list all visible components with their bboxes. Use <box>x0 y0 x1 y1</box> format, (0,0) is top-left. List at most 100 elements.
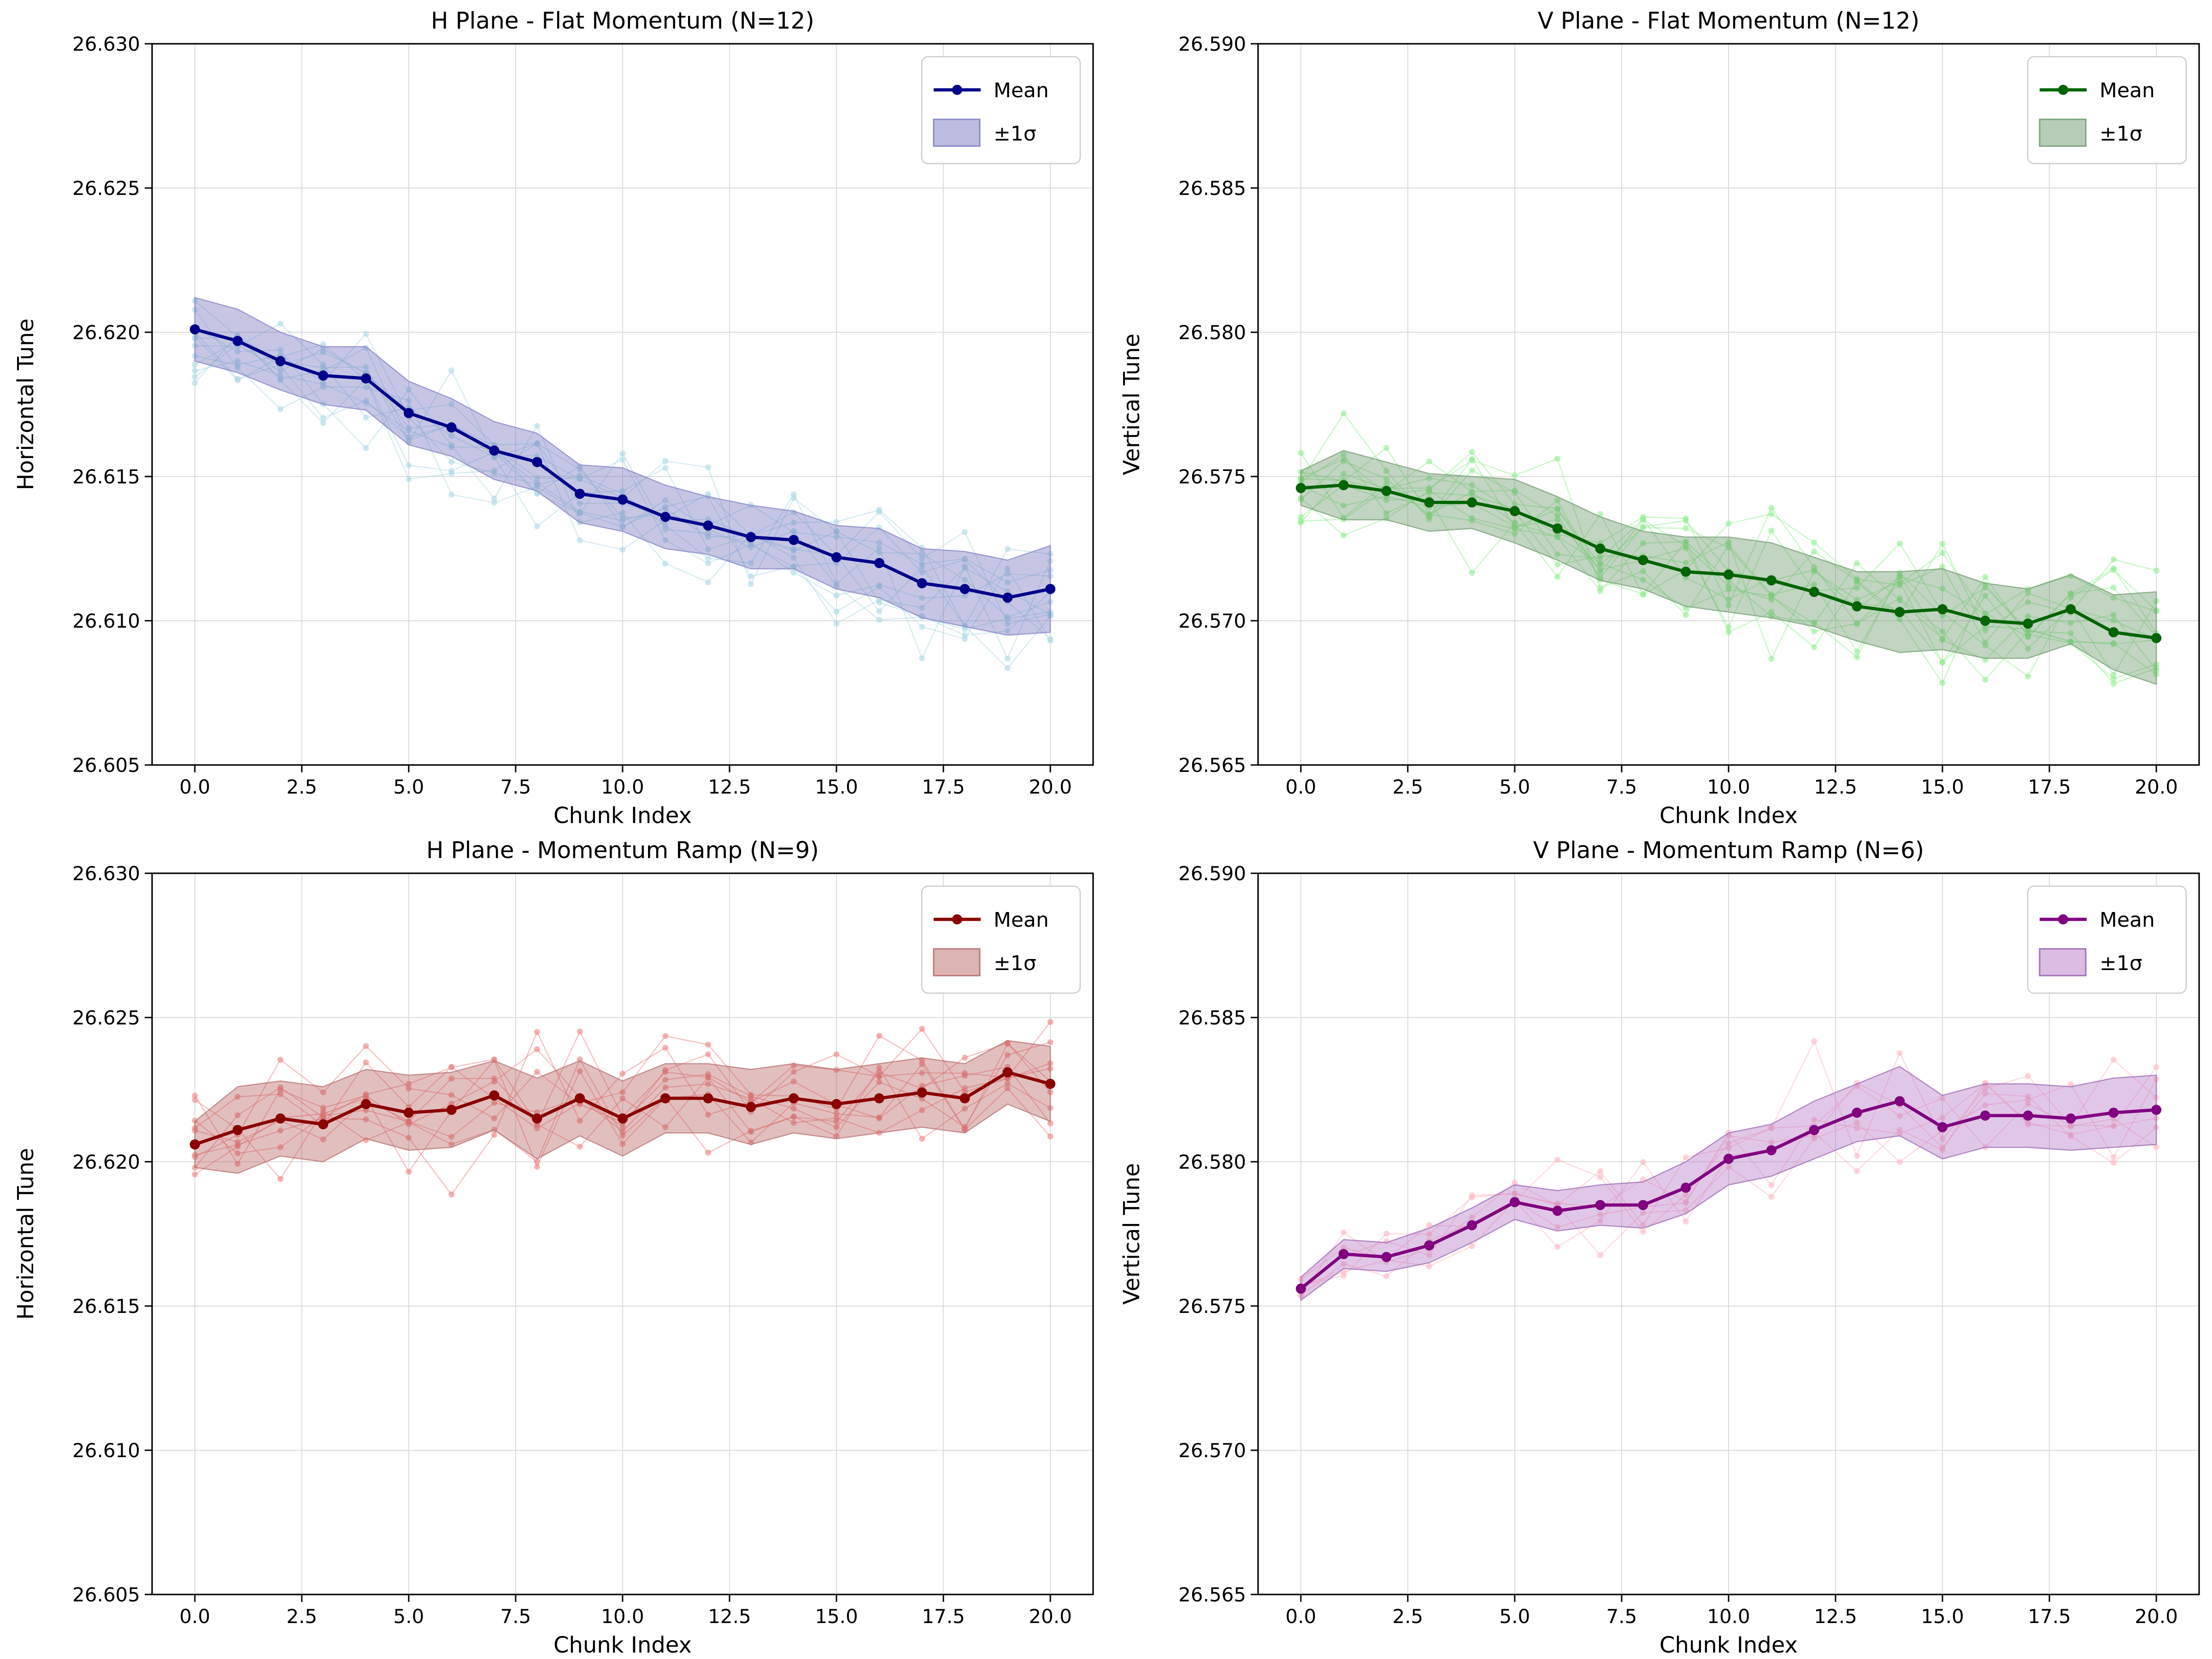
mean-marker <box>1045 1079 1056 1089</box>
legend-band-label: ±1σ <box>2100 122 2142 146</box>
mean-marker <box>489 445 500 456</box>
mean-marker <box>275 356 286 366</box>
mean-marker <box>232 1125 243 1135</box>
mean-marker <box>1638 1200 1648 1210</box>
mean-marker <box>489 1090 500 1100</box>
y-tick-label: 26.620 <box>72 1151 140 1173</box>
mean-marker <box>1381 486 1392 496</box>
mean-marker <box>1552 1206 1563 1216</box>
mean-marker <box>1724 569 1734 580</box>
legend-mean-label: Mean <box>2100 79 2155 102</box>
y-tick-label: 26.585 <box>1178 177 1246 200</box>
y-tick-label: 26.630 <box>72 862 140 885</box>
mean-marker <box>1295 483 1306 493</box>
y-tick-label: 26.625 <box>72 177 140 200</box>
mean-marker <box>318 1119 329 1130</box>
y-tick-label: 26.565 <box>1178 1583 1246 1606</box>
mean-marker <box>1980 1110 1990 1121</box>
x-tick-label: 5.0 <box>1500 1605 1530 1628</box>
mean-marker <box>575 1093 585 1104</box>
mean-marker <box>446 1105 457 1115</box>
x-tick-label: 10.0 <box>601 776 644 798</box>
mean-marker <box>618 494 628 505</box>
legend-band-patch <box>933 118 981 147</box>
mean-marker <box>1894 607 1905 618</box>
mean-marker <box>1338 480 1349 490</box>
y-axis-label: Horizontal Tune <box>13 318 39 490</box>
mean-marker <box>1724 1153 1734 1164</box>
mean-marker <box>1509 506 1520 517</box>
y-tick-label: 26.615 <box>72 1295 140 1318</box>
y-axis-label: Vertical Tune <box>1119 1163 1145 1305</box>
x-tick-label: 2.5 <box>1392 1605 1423 1628</box>
x-axis-label: Chunk Index <box>1659 803 1798 829</box>
x-tick-label: 0.0 <box>179 776 210 798</box>
mean-marker <box>1595 543 1606 554</box>
legend: Mean ±1σ <box>921 56 1081 165</box>
legend-band-patch <box>2039 118 2087 147</box>
y-tick-label: 26.610 <box>72 1439 140 1462</box>
y-tick-label: 26.610 <box>72 610 140 632</box>
x-axis-label: Chunk Index <box>1659 1632 1798 1658</box>
y-tick-label: 26.565 <box>1178 754 1246 777</box>
legend: Mean ±1σ <box>2027 885 2187 994</box>
mean-marker <box>2023 1110 2033 1121</box>
mean-marker <box>1809 1125 1819 1135</box>
legend: Mean ±1σ <box>2027 56 2187 165</box>
mean-marker <box>1766 575 1777 586</box>
mean-marker <box>1681 1182 1691 1193</box>
x-tick-label: 17.5 <box>922 1605 965 1628</box>
mean-marker <box>746 532 756 542</box>
y-tick-label: 26.570 <box>1178 610 1246 632</box>
mean-marker <box>361 373 371 384</box>
mean-marker <box>1852 601 1862 612</box>
mean-marker <box>660 1093 671 1104</box>
legend-band-label: ±1σ <box>994 122 1036 146</box>
mean-marker <box>1894 1096 1905 1106</box>
x-tick-label: 20.0 <box>2135 1605 2178 1628</box>
x-tick-label: 2.5 <box>286 776 317 798</box>
mean-marker <box>618 1113 628 1124</box>
legend-band-patch <box>2039 948 2087 977</box>
x-tick-label: 15.0 <box>815 776 858 798</box>
x-tick-label: 17.5 <box>2028 776 2071 798</box>
x-tick-label: 7.5 <box>500 1605 531 1628</box>
mean-marker <box>1467 1220 1477 1230</box>
x-tick-label: 10.0 <box>1707 1605 1750 1628</box>
mean-marker <box>189 324 200 335</box>
panel-title: V Plane - Flat Momentum (N=12) <box>1538 7 1920 34</box>
x-axis-label: Chunk Index <box>553 803 692 829</box>
mean-marker <box>831 1099 842 1109</box>
mean-marker <box>788 535 799 545</box>
mean-marker <box>532 1113 542 1124</box>
mean-marker <box>1424 1240 1435 1251</box>
mean-marker <box>1852 1107 1862 1118</box>
x-tick-label: 12.5 <box>1814 1605 1857 1628</box>
x-tick-label: 7.5 <box>1606 776 1637 798</box>
mean-marker <box>318 370 329 381</box>
y-tick-label: 26.625 <box>72 1006 140 1029</box>
x-axis-label: Chunk Index <box>553 1632 692 1658</box>
mean-marker <box>2108 627 2119 637</box>
mean-marker <box>1424 497 1435 508</box>
sigma-band <box>194 297 1051 636</box>
mean-line <box>189 324 1056 603</box>
y-axis-label: Horizontal Tune <box>13 1148 39 1320</box>
x-tick-label: 0.0 <box>1285 1605 1316 1628</box>
legend: Mean ±1σ <box>921 885 1081 994</box>
mean-marker <box>874 558 884 568</box>
y-tick-label: 26.615 <box>72 465 140 488</box>
y-tick-label: 26.605 <box>72 754 140 777</box>
y-tick-label: 26.580 <box>1178 1151 1246 1173</box>
mean-marker <box>1002 1067 1013 1077</box>
legend-mean-label: Mean <box>994 79 1049 102</box>
mean-marker <box>2023 618 2033 629</box>
panel-title: V Plane - Momentum Ramp (N=6) <box>1533 837 1924 864</box>
mean-marker <box>1766 1145 1777 1155</box>
mean-marker <box>275 1113 286 1124</box>
mean-line <box>1295 480 2162 643</box>
x-tick-label: 5.0 <box>394 776 424 798</box>
mean-marker <box>788 1093 799 1104</box>
x-tick-label: 10.0 <box>601 1605 644 1628</box>
